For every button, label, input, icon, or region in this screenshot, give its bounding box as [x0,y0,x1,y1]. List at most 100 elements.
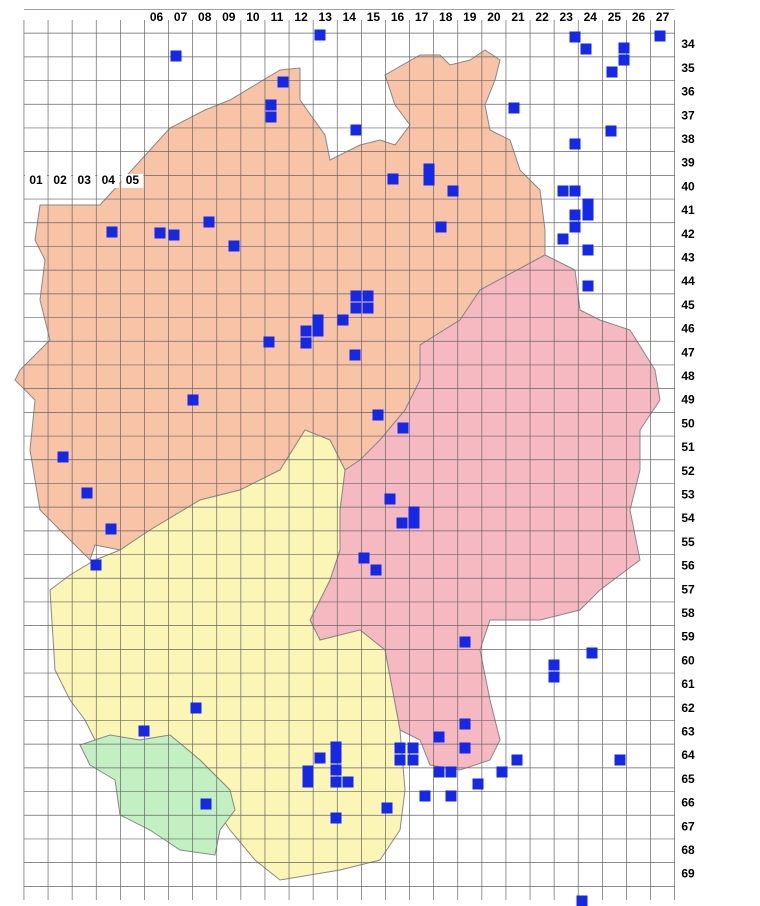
record-square [302,765,314,777]
row-label: 38 [681,132,695,146]
label-bg [677,61,699,76]
row-label: 59 [681,630,695,644]
record-square [362,290,374,302]
label-bg [266,11,288,25]
label-bg [121,174,144,188]
record-square [557,233,569,245]
record-square [548,671,560,683]
label-bg [386,11,409,25]
record-square [433,766,445,778]
label-bg [677,369,699,384]
record-square [358,552,370,564]
label-bg [338,11,361,25]
label-bg [290,11,313,25]
record-square [557,185,569,197]
record-square [300,337,312,349]
record-square [81,487,93,499]
record-square [606,66,618,78]
label-bg [677,701,699,716]
row-label: 67 [681,819,695,833]
column-label: 21 [511,10,525,24]
label-bg [677,677,699,692]
record-square [330,776,342,788]
column-label: 10 [246,10,260,24]
label-bg [314,11,337,25]
record-square [586,647,598,659]
record-square [654,30,666,42]
record-square [154,227,166,239]
record-square [459,636,471,648]
label-bg [677,630,699,645]
record-square [187,394,199,406]
label-bg [603,11,626,25]
record-square [605,125,617,137]
row-label: 57 [681,582,695,596]
label-bg [677,85,699,100]
row-label: 47 [681,345,695,359]
record-square [618,54,630,66]
label-bg [677,606,699,621]
record-square [350,302,362,314]
record-square [362,302,374,314]
row-label: 49 [681,393,695,407]
column-label: 09 [222,10,236,24]
record-square [337,314,349,326]
record-square [496,766,508,778]
column-label: 22 [535,10,549,24]
record-square [57,451,69,463]
column-label: 17 [415,10,429,24]
row-label: 39 [681,156,695,170]
row-label: 56 [681,559,695,573]
label-bg [193,11,216,25]
row-label: 36 [681,85,695,99]
row-label: 40 [681,179,695,193]
record-square [433,731,445,743]
row-label: 60 [681,653,695,667]
record-square [614,754,626,766]
label-bg [482,11,505,25]
label-bg [677,346,699,361]
label-bg [677,535,699,550]
record-square [423,163,435,175]
record-square [407,754,419,766]
label-bg [677,843,699,858]
record-square [314,752,326,764]
record-square [200,798,212,810]
column-label: 23 [560,10,574,24]
record-square [419,790,431,802]
row-label: 54 [681,511,695,525]
label-bg [362,11,385,25]
label-bg [677,227,699,242]
records [57,29,666,906]
record-square [300,325,312,337]
label-bg [579,11,602,25]
label-bg [677,132,699,147]
column-label: 07 [174,10,188,24]
label-bg [49,174,72,188]
column-label: 02 [53,173,67,187]
record-square [203,216,215,228]
record-square [350,124,362,136]
row-label: 43 [681,250,695,264]
record-square [582,209,594,221]
row-label: 45 [681,298,695,312]
label-bg [531,11,554,25]
record-square [408,517,420,529]
label-bg [25,174,47,188]
column-label: 08 [198,10,212,24]
record-square [569,209,581,221]
column-label: 05 [126,173,140,187]
record-square [408,506,420,518]
record-square [106,226,118,238]
record-square [312,314,324,326]
record-square [265,99,277,111]
record-square [302,776,314,788]
label-bg [145,11,168,25]
record-square [582,198,594,210]
record-square [580,43,592,55]
label-bg [555,11,578,25]
label-bg [677,38,699,52]
label-bg [677,725,699,740]
record-square [384,493,396,505]
label-bg [217,11,240,25]
